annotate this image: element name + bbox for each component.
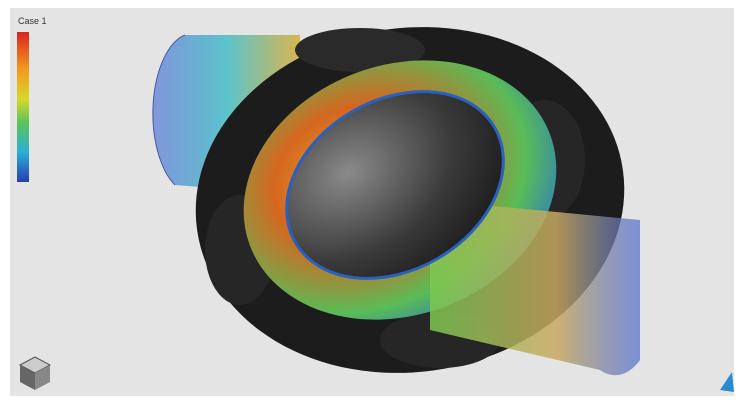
page: Case 1 (() => { const data = JSON.parse(… <box>0 0 742 403</box>
viewport: Case 1 <box>0 0 742 403</box>
case-title: Case 1 <box>18 16 47 26</box>
color-legend <box>17 32 29 182</box>
